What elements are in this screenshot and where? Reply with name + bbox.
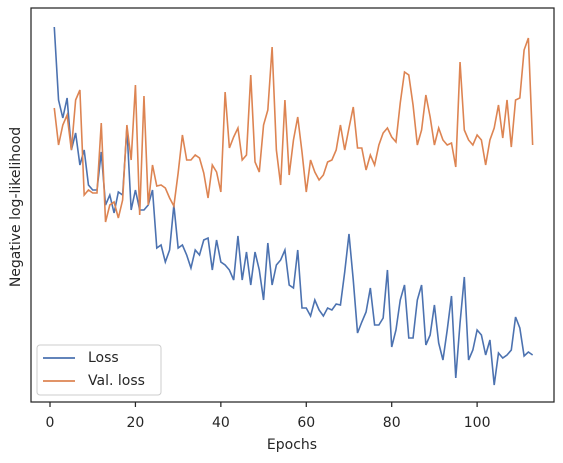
legend-label: Loss	[88, 350, 119, 366]
x-tick-label: 0	[46, 415, 55, 431]
x-tick-label: 80	[383, 415, 401, 431]
x-axis-label: Epochs	[267, 437, 317, 453]
x-tick-label: 20	[127, 415, 145, 431]
x-tick-label: 100	[464, 415, 491, 431]
y-axis-label: Negative log-likelihood	[8, 127, 24, 287]
series-line	[53, 26, 534, 386]
x-tick-label: 40	[212, 415, 230, 431]
legend-label: Val. loss	[88, 373, 145, 389]
series-line	[53, 37, 534, 223]
x-tick-label: 60	[297, 415, 315, 431]
